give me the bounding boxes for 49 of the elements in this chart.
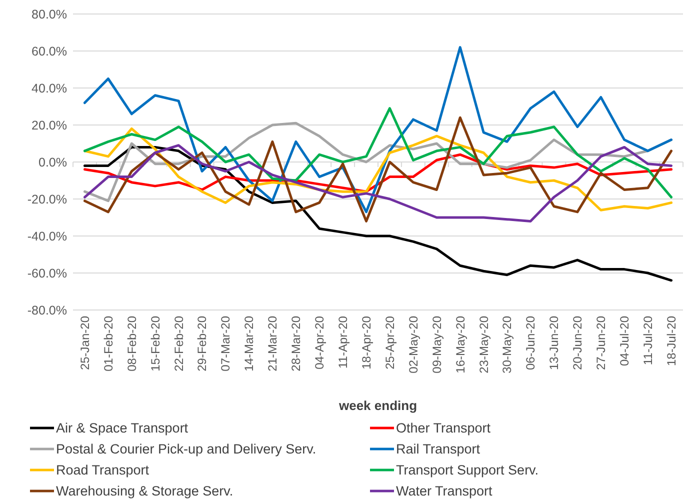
line-series (83, 116, 673, 222)
legend-label: Other Transport (396, 420, 491, 436)
x-tick-label: 22-Feb-20 (172, 316, 186, 372)
legend-label: Rail Transport (396, 442, 480, 457)
line-series (83, 146, 673, 282)
x-tick-label: 08-Feb-20 (124, 316, 139, 372)
x-tick-label: 30-May-20 (500, 316, 514, 374)
y-tick-label: -60.0% (27, 266, 67, 280)
x-tick-label: 25-Apr-20 (382, 316, 397, 370)
x-tick-label: 04-Apr-20 (312, 316, 327, 370)
y-tick-label: -20.0% (27, 192, 67, 206)
legend-label: Postal & Courier Pick-up and Delivery Serv. (56, 442, 316, 457)
x-tick-label: 25-Jan-20 (78, 316, 92, 370)
x-tick-label: 18-Jul-20 (664, 316, 678, 366)
x-tick-label: 27-Jun-20 (594, 316, 608, 370)
y-tick-label: 60.0% (32, 44, 67, 58)
legend-label: Transport Support Serv. (396, 462, 539, 478)
y-tick-label: 40.0% (32, 81, 67, 96)
x-tick-label: 18-Apr-20 (359, 316, 374, 370)
x-tick-label: 20-Jun-20 (570, 316, 585, 370)
x-tick-label: 29-Feb-20 (195, 316, 210, 372)
y-tick-label: 20.0% (32, 118, 67, 132)
x-tick-label: 06-Jun-20 (524, 316, 538, 370)
x-tick-label: 23-May-20 (476, 316, 491, 374)
legend-label: Water Transport (396, 484, 493, 499)
y-tick-label: 80.0% (32, 7, 67, 22)
x-tick-label: 02-May-20 (406, 316, 420, 374)
x-tick-label: 04-Jul-20 (618, 316, 632, 366)
legend-label: Air & Space Transport (56, 420, 188, 436)
y-tick-label: -40.0% (27, 229, 67, 244)
x-tick-label: 28-Mar-20 (289, 316, 304, 372)
y-tick-label: 0.0% (38, 155, 67, 170)
x-tick-label: 11-Apr-20 (336, 316, 350, 368)
legend-label: Road Transport (56, 462, 150, 478)
line-series (83, 144, 673, 222)
y-tick-label: -80.0% (27, 303, 67, 318)
x-tick-label: 11-Jul-20 (641, 316, 656, 366)
x-tick-label: 07-Mar-20 (218, 316, 233, 372)
x-tick-label: 15-Feb-20 (148, 316, 162, 372)
x-tick-label: 16-May-20 (453, 316, 468, 374)
legend-label: Warehousing & Storage Serv. (56, 484, 234, 499)
x-tick-label: 14-Mar-20 (242, 316, 256, 372)
line-series (83, 107, 673, 198)
x-axis-title: week ending (338, 398, 418, 413)
x-tick-label: 13-Jun-20 (547, 316, 562, 370)
x-tick-label: 09-May-20 (430, 316, 444, 374)
x-tick-label: 01-Feb-20 (101, 316, 116, 372)
line-series (83, 46, 673, 214)
x-tick-label: 21-Mar-20 (266, 316, 280, 372)
